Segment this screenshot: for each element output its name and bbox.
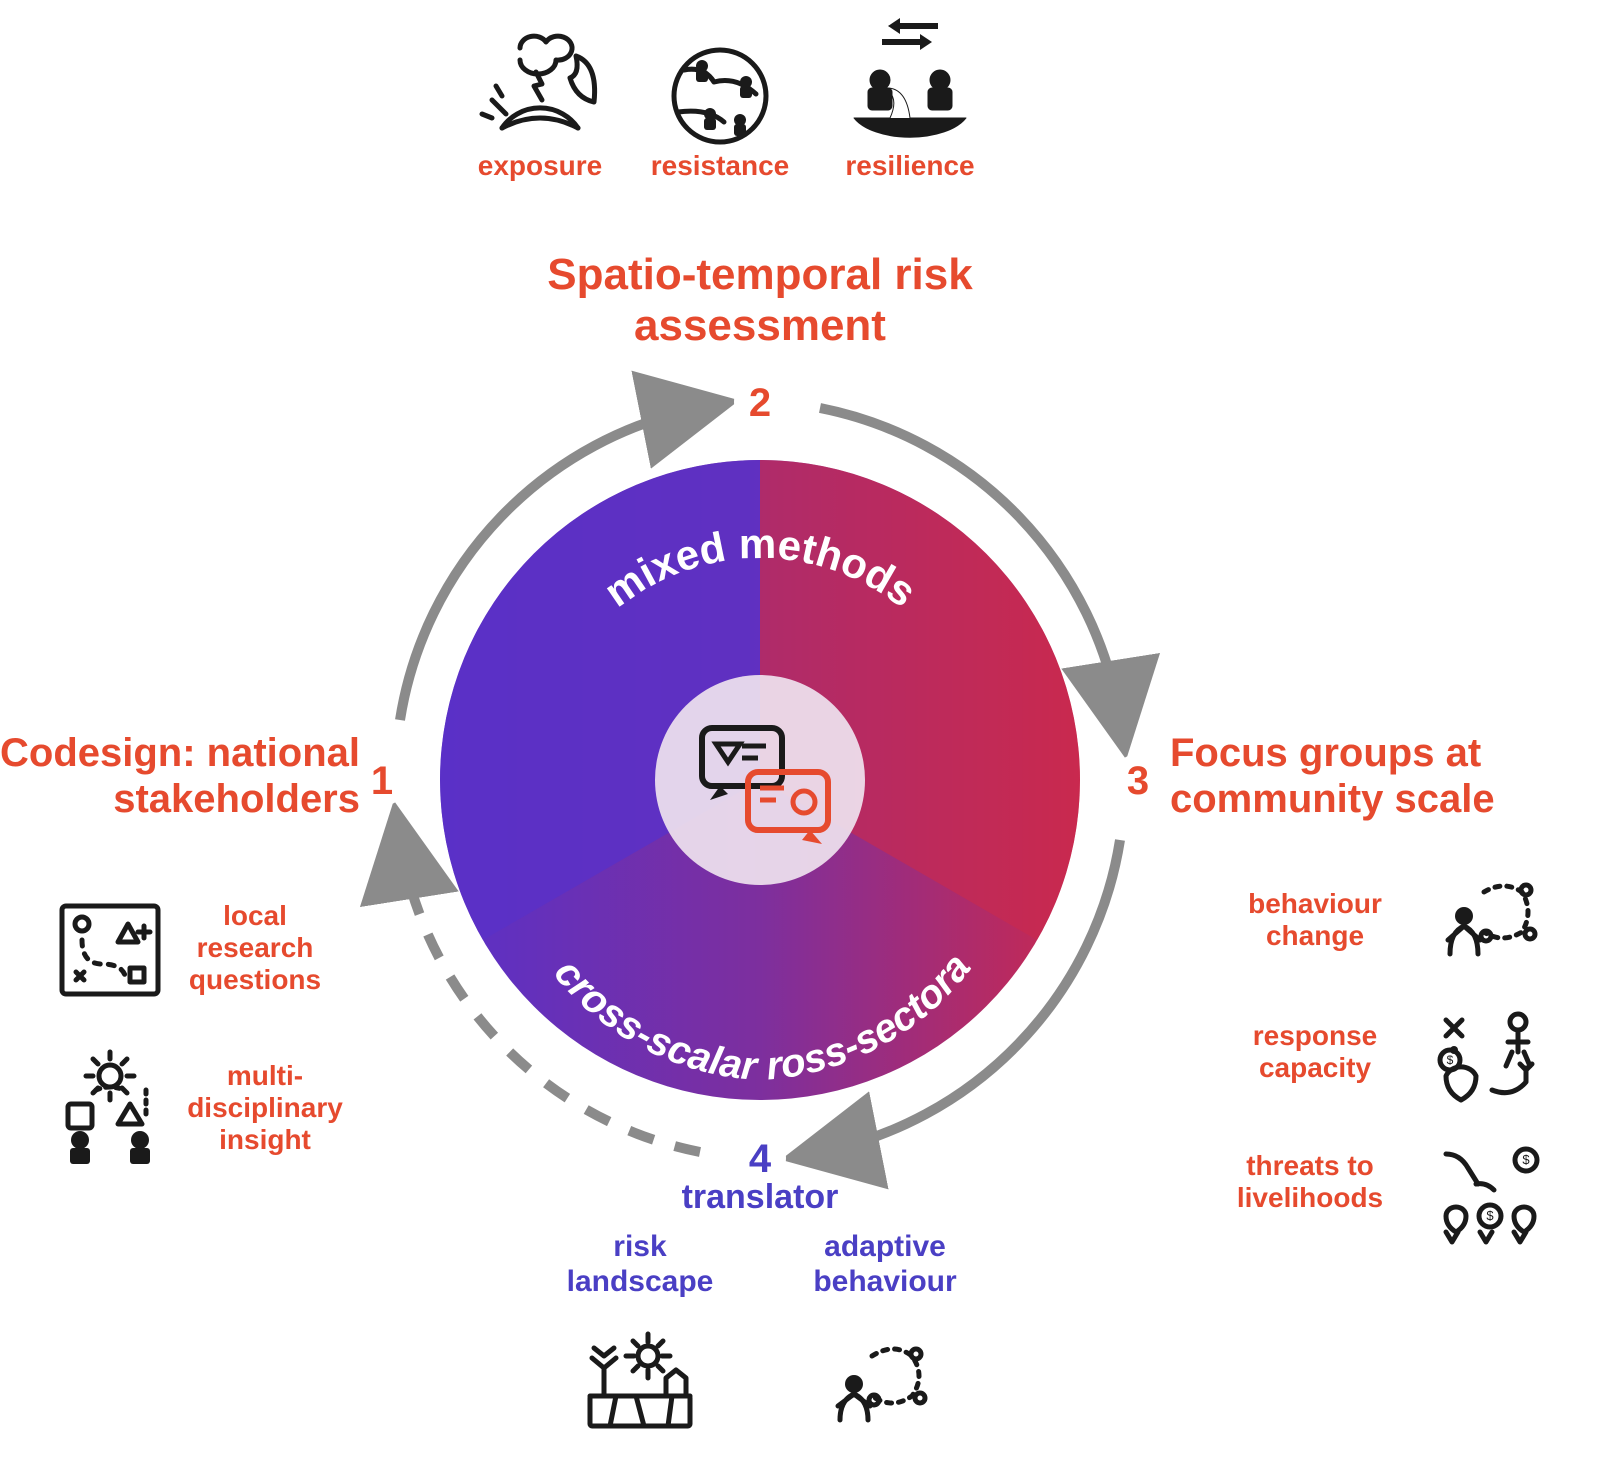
node-2: 2 xyxy=(749,381,771,425)
right-item-c: threats to livelihoods xyxy=(1210,1150,1410,1214)
left-item-a: local research questions xyxy=(175,900,335,997)
header-top-l1: Spatio-temporal risk xyxy=(547,250,972,299)
svg-text:$: $ xyxy=(1522,1152,1530,1167)
diagram-stage: mixed methods cross-scalar cross-sectora… xyxy=(0,0,1600,1471)
exposure-label: exposure xyxy=(460,150,620,182)
header-left-l2: stakeholders xyxy=(113,777,360,821)
node-3: 3 xyxy=(1127,759,1149,803)
header-right-l1: Focus groups at xyxy=(1170,731,1481,775)
adaptive-behaviour-icon xyxy=(838,1349,925,1420)
threats-livelihoods-icon: $ $ xyxy=(1446,1149,1537,1242)
map-plan-icon xyxy=(62,906,158,994)
response-capacity-icon: $ xyxy=(1440,1014,1532,1100)
bottom-item-a: risk landscape xyxy=(540,1230,740,1299)
header-top-l2: assessment xyxy=(634,301,886,350)
behaviour-change-icon xyxy=(1448,885,1535,954)
resistance-label: resistance xyxy=(640,150,800,182)
right-item-b: response capacity xyxy=(1220,1020,1410,1084)
left-item-b: multi-disciplinary insight xyxy=(175,1060,355,1157)
risk-landscape-icon xyxy=(590,1334,690,1426)
resilience-label: resilience xyxy=(830,150,990,182)
resistance-icon xyxy=(674,50,766,142)
team-gear-icon xyxy=(68,1052,150,1164)
header-bottom: translator xyxy=(660,1178,860,1217)
header-right-l2: community scale xyxy=(1170,777,1495,821)
node-1: 1 xyxy=(371,759,393,803)
svg-text:$: $ xyxy=(1486,1208,1494,1223)
header-left: Codesign: national stakeholders xyxy=(0,730,360,822)
node-4: 4 xyxy=(749,1137,772,1181)
right-item-a: behaviour change xyxy=(1220,888,1410,952)
svg-text:$: $ xyxy=(1447,1053,1454,1067)
header-top: Spatio-temporal risk assessment xyxy=(520,250,1000,351)
resilience-icon xyxy=(854,18,966,137)
bottom-item-b: adaptive behaviour xyxy=(780,1230,990,1299)
exposure-icon xyxy=(482,36,595,128)
header-right: Focus groups at community scale xyxy=(1170,730,1550,822)
header-left-l1: Codesign: national xyxy=(0,731,360,775)
